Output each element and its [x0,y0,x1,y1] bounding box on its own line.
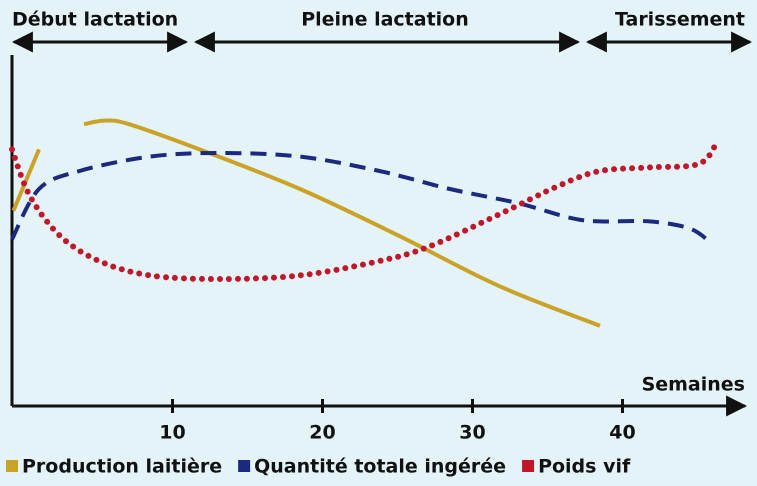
legend-swatch [238,460,251,472]
legend-swatch [6,460,18,472]
x-tick-label: 30 [459,422,485,444]
x-tick-label: 40 [609,422,635,444]
phase-label: Tarissement [615,9,745,31]
legend-swatch [522,460,535,472]
series-line [11,118,601,328]
series-line [9,139,720,283]
legend-label: Quantité totale ingérée [254,456,506,478]
series-line [10,150,713,245]
x-tick-label: 20 [309,422,335,444]
x-tick-label: 10 [159,422,185,444]
legend-label: Production laitière [22,456,222,478]
phase-label: Pleine lactation [301,9,469,31]
phase-label: Début lactation [12,9,178,31]
legend-label: Poids vif [538,456,631,478]
x-axis-label: Semaines [642,374,745,396]
